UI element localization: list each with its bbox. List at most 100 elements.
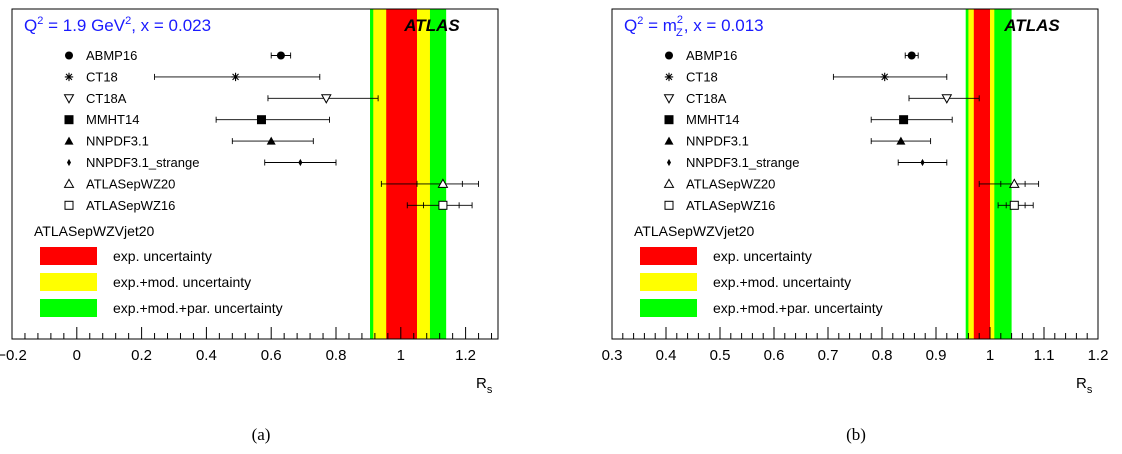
tick-label: 1.1 — [1034, 347, 1055, 364]
reference-label: ATLASepWZVjet20 — [34, 223, 155, 239]
legend-label: NNPDF3.1_strange — [686, 155, 799, 170]
data-marker — [256, 115, 266, 125]
tick-label: 0.8 — [326, 347, 347, 364]
legend-label: CT18 — [686, 69, 718, 84]
data-point-atlasepwz16: ATLASepWZ16 — [64, 198, 473, 213]
panel-header: Q2 = m2 Z, x = 0.013 — [624, 14, 764, 39]
legend-band-label: exp.+mod.+par. uncertainty — [713, 300, 883, 316]
plot-frame — [611, 8, 1099, 340]
header-part: Q — [624, 16, 637, 35]
tick-label: 1 — [986, 347, 994, 364]
data-marker — [899, 115, 909, 125]
tick-label: 0.3 — [602, 347, 623, 364]
legend-marker — [667, 158, 671, 167]
legend-marker — [64, 115, 74, 125]
data-marker — [231, 72, 240, 82]
legend-band-exp-mod — [640, 273, 697, 291]
tick-label: 0 — [73, 347, 81, 364]
legend-marker — [664, 115, 674, 125]
legend-label: ATLASepWZ20 — [686, 176, 775, 191]
data-point-nnpdf3-1: NNPDF3.1 — [664, 134, 932, 149]
legend-marker — [663, 94, 675, 104]
legend-label: ATLASepWZ20 — [86, 176, 175, 191]
experiment-label: ATLAS — [1003, 16, 1060, 35]
tick-label: 0.6 — [261, 347, 282, 364]
data-point-mmht14: MMHT14 — [664, 112, 953, 127]
band-exp — [386, 9, 417, 339]
x-axis-label-main: R — [1076, 375, 1087, 392]
data-marker — [920, 158, 925, 167]
panel-caption: (b) — [846, 425, 866, 444]
tick-label: 0.8 — [872, 347, 893, 364]
legend-marker — [64, 200, 74, 210]
x-axis-label: Rs — [476, 375, 493, 396]
header-part: = 1.9 GeV — [43, 16, 125, 35]
data-point-mmht14: MMHT14 — [64, 112, 330, 127]
data-marker — [298, 158, 303, 167]
data-point-ct18a: CT18A — [663, 91, 980, 106]
x-axis-label: Rs — [1076, 375, 1093, 396]
legend-band-label: exp. uncertainty — [713, 248, 812, 264]
legend-label: NNPDF3.1_strange — [86, 155, 199, 170]
legend-marker — [663, 178, 675, 188]
data-point-ct18a: CT18A — [63, 91, 379, 106]
panel-caption: (a) — [252, 425, 271, 444]
legend-label: NNPDF3.1 — [86, 134, 149, 149]
legend-band-exp — [40, 247, 97, 265]
legend-label: CT18 — [86, 69, 118, 84]
tick-label: 0.6 — [764, 347, 785, 364]
header-sup: 2 — [37, 15, 43, 27]
tick-label: 0.4 — [196, 347, 217, 364]
data-marker — [266, 136, 276, 145]
data-point-nnpdf3-1-strange: NNPDF3.1_strange — [667, 155, 948, 170]
legend-marker — [64, 72, 74, 82]
legend-marker — [67, 158, 71, 167]
tick-label: 0.9 — [926, 347, 947, 364]
data-marker — [320, 94, 332, 104]
legend-marker — [665, 51, 673, 60]
data-marker — [941, 94, 953, 104]
legend-label: MMHT14 — [686, 112, 739, 127]
data-marker — [1009, 200, 1019, 210]
legend-marker — [664, 200, 674, 210]
header-part: Q — [24, 16, 37, 35]
legend-label: ATLASepWZ16 — [86, 198, 175, 213]
tick-label: 0.7 — [818, 347, 839, 364]
legend-label: MMHT14 — [86, 112, 139, 127]
experiment-label: ATLAS — [403, 16, 460, 35]
header-part: , x = 0.023 — [131, 16, 211, 35]
reference-label: ATLASepWZVjet20 — [634, 223, 755, 239]
tick-label: 0.5 — [710, 347, 731, 364]
legend-label: NNPDF3.1 — [686, 134, 749, 149]
data-marker — [276, 51, 285, 60]
plot-frame — [11, 8, 499, 340]
data-point-abmp16: ABMP16 — [65, 48, 292, 63]
header-part: = m — [643, 16, 677, 35]
tick-label: 1 — [397, 347, 405, 364]
legend-label: ATLASepWZ16 — [686, 198, 775, 213]
chart-panel-b: Q2 = m2 Z, x = 0.013 ATLASABMP16CT18CT18AM… — [602, 8, 1109, 444]
tick-label: 1.2 — [1088, 347, 1109, 364]
data-point-nnpdf3-1: NNPDF3.1 — [64, 134, 314, 149]
data-marker — [438, 200, 448, 210]
data-point-nnpdf3-1-strange: NNPDF3.1_strange — [67, 155, 337, 170]
legend-band-exp-mod-par — [640, 299, 697, 317]
data-point-ct18: CT18 — [664, 69, 948, 84]
tick-label: −0.2 — [0, 347, 27, 364]
legend-marker — [63, 94, 75, 104]
tick-label: 1.2 — [455, 347, 476, 364]
legend-band-label: exp.+mod. uncertainty — [713, 274, 851, 290]
tick-label: 0.4 — [656, 347, 677, 364]
data-marker — [896, 136, 906, 145]
legend-marker — [664, 136, 674, 145]
legend-band-label: exp. uncertainty — [113, 248, 212, 264]
x-axis-label-main: R — [476, 375, 487, 392]
legend-marker — [63, 178, 75, 188]
panel-header: Q2 = 1.9 GeV2, x = 0.023 — [24, 15, 211, 35]
data-point-atlasepwz20: ATLASepWZ20 — [663, 176, 1040, 191]
data-point-atlasepwz20: ATLASepWZ20 — [63, 176, 480, 191]
data-marker — [1008, 178, 1020, 188]
legend-band-exp-mod-par — [40, 299, 97, 317]
legend-band-label: exp.+mod.+par. uncertainty — [113, 300, 283, 316]
legend-marker — [664, 72, 674, 82]
